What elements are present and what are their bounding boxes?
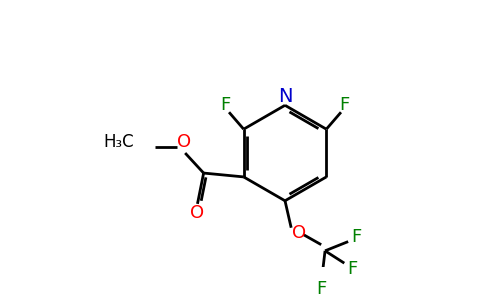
Text: O: O — [177, 133, 191, 151]
Text: F: F — [220, 96, 230, 114]
Text: O: O — [292, 224, 306, 242]
Text: H₃C: H₃C — [103, 133, 134, 151]
Text: O: O — [190, 204, 205, 222]
Text: F: F — [316, 280, 326, 298]
Text: N: N — [278, 87, 292, 106]
Text: F: F — [340, 96, 350, 114]
Text: F: F — [351, 228, 362, 246]
Text: F: F — [348, 260, 358, 278]
